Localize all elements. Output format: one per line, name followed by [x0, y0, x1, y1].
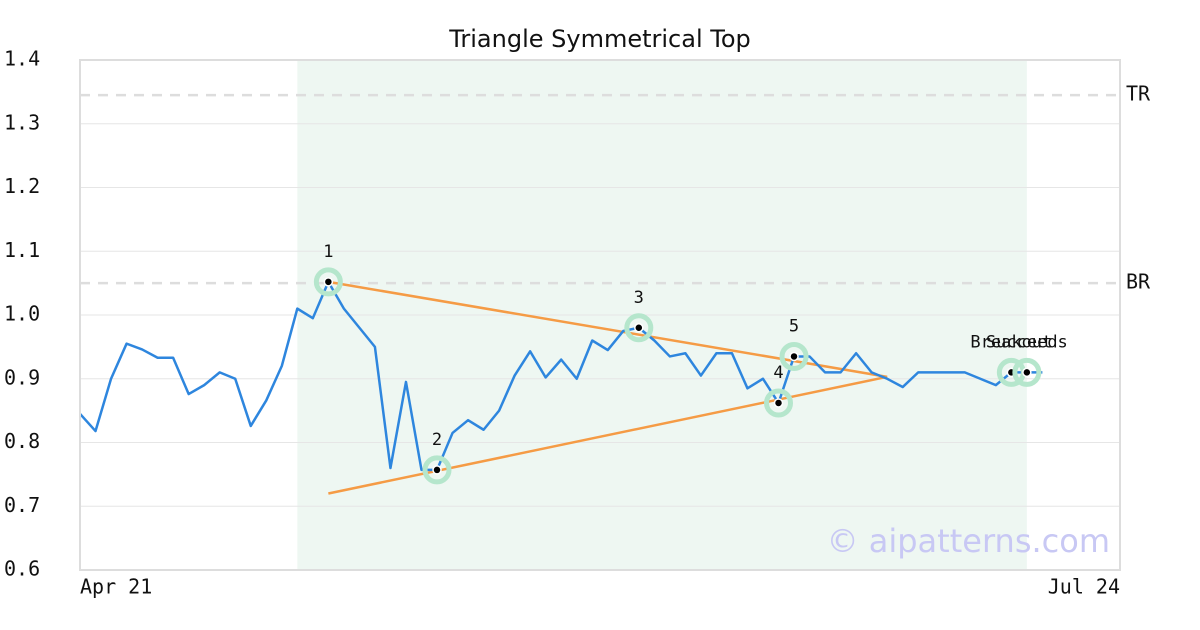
marker-label: 5 — [789, 316, 799, 336]
marker-label: 2 — [432, 430, 442, 450]
y-tick-label: 0.6 — [4, 557, 40, 581]
marker-label: Succeeds — [986, 332, 1068, 352]
marker-label: Breakout — [970, 332, 1052, 352]
watermark: © aipatterns.com — [827, 522, 1110, 560]
marker-dot — [789, 351, 799, 362]
marker-dot — [432, 465, 442, 475]
level-label: BR — [1126, 270, 1151, 294]
x-tick-label: Jul 24 — [1048, 575, 1120, 599]
marker-label: 1 — [323, 242, 333, 262]
marker-label: 3 — [634, 288, 644, 308]
y-tick-label: 0.8 — [4, 429, 40, 453]
marker-halo — [779, 341, 809, 371]
chart-title: Triangle Symmetrical Top — [448, 25, 751, 53]
marker-dot — [773, 398, 784, 408]
y-tick-label: 1.3 — [4, 110, 40, 134]
y-tick-label: 0.7 — [4, 493, 40, 517]
marker-halo — [1012, 357, 1042, 387]
y-tick-label: 1.0 — [4, 302, 40, 326]
price-line — [79, 280, 1043, 472]
marker-halo — [422, 455, 452, 485]
marker-dot — [323, 277, 334, 287]
y-tick-label: 1.1 — [4, 238, 40, 262]
marker-dot — [634, 323, 644, 333]
trendline — [328, 375, 888, 495]
marker-label: 4 — [773, 363, 783, 383]
y-tick-label: 1.2 — [4, 174, 40, 198]
y-tick-label: 1.4 — [4, 47, 40, 71]
marker-dot — [1022, 367, 1032, 378]
plot-frame — [79, 59, 1121, 571]
x-tick-label: Apr 21 — [80, 575, 152, 599]
level-label: TR — [1126, 82, 1151, 106]
marker-halo — [624, 313, 654, 343]
marker-halo — [313, 267, 343, 297]
y-tick-label: 0.9 — [4, 365, 40, 389]
marker-halo — [764, 388, 794, 418]
